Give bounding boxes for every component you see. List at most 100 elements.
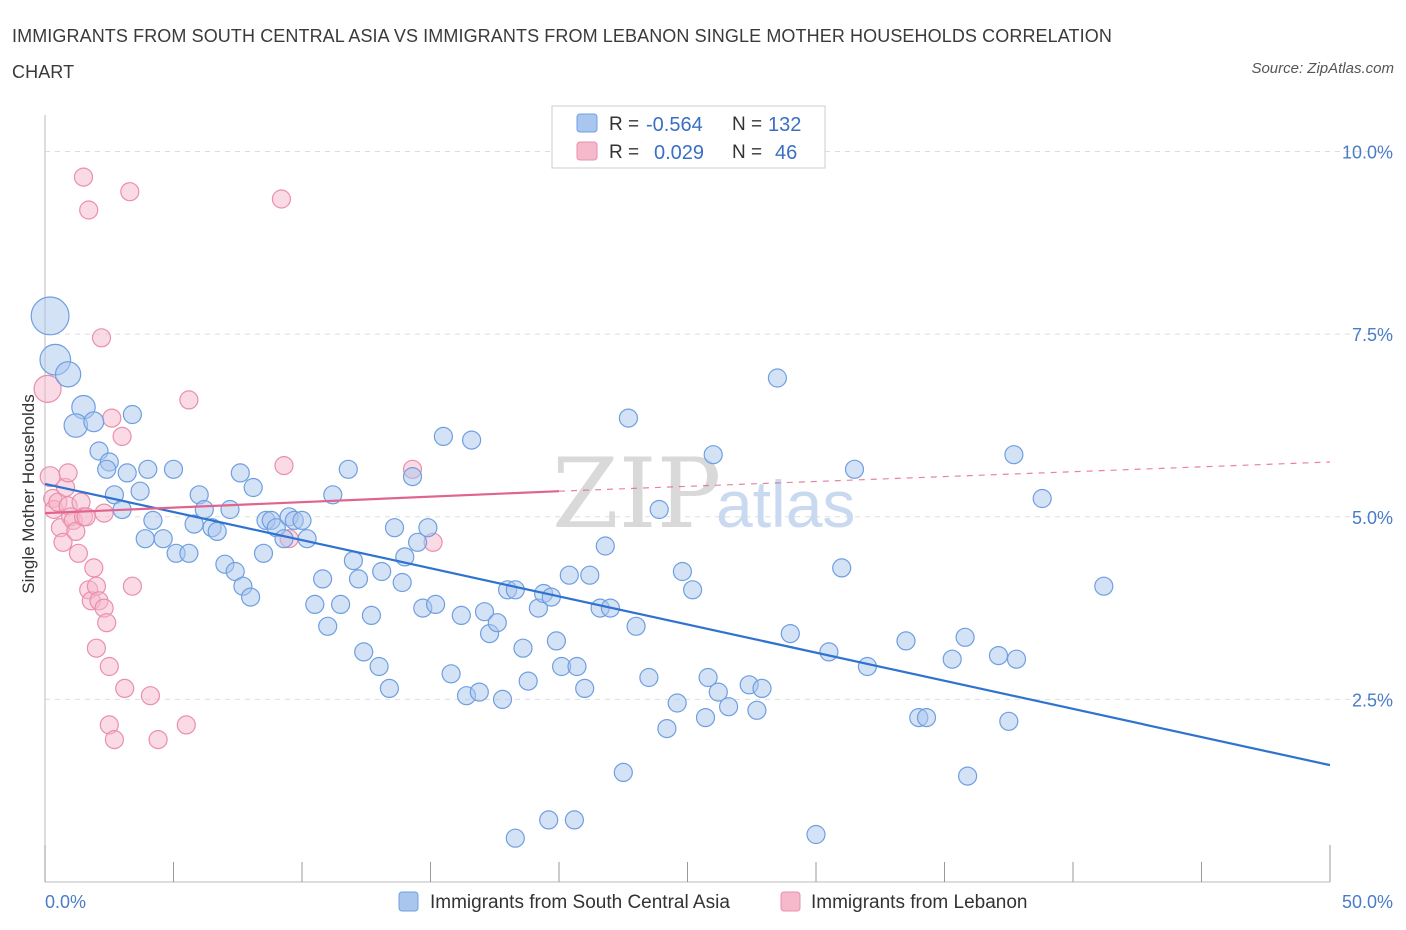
south-central-asia-point-111 xyxy=(832,558,852,578)
legend-r-label-1: R = xyxy=(609,114,639,135)
south-central-asia-point-114 xyxy=(896,631,916,651)
south-central-asia-point-108 xyxy=(780,623,800,644)
south-central-asia-point-102 xyxy=(708,682,728,702)
watermark-zip: ZIP xyxy=(552,438,721,550)
south-central-asia-point-59 xyxy=(408,532,428,552)
south-central-asia-point-106 xyxy=(752,678,772,699)
legend-n-value-1: 132 xyxy=(768,114,801,136)
stats-legend: R = -0.564 N = 132 R = 0.029 N = 46 xyxy=(551,105,826,169)
south-central-asia-point-52 xyxy=(369,656,389,677)
south-central-asia-point-80 xyxy=(546,631,567,651)
legend-n-label-2: N = xyxy=(732,142,762,163)
south-central-asia-point-0 xyxy=(30,296,70,336)
lebanon-point-32 xyxy=(104,729,125,750)
series-legend-label-pink: Immigrants from Lebanon xyxy=(811,892,1028,913)
lebanon-point-28 xyxy=(91,328,112,348)
south-central-asia-point-12 xyxy=(163,459,184,479)
south-central-asia-point-87 xyxy=(595,536,615,556)
south-central-asia-point-18 xyxy=(153,529,173,549)
south-central-asia-point-95 xyxy=(657,718,677,739)
series-legend-swatch-blue xyxy=(398,891,419,912)
south-central-asia-point-64 xyxy=(441,664,461,684)
south-central-asia-point-54 xyxy=(379,678,399,699)
series-legend: Immigrants from South Central Asia Immig… xyxy=(398,891,1028,913)
south-central-asia-point-98 xyxy=(682,580,703,600)
south-central-asia-point-118 xyxy=(955,627,975,647)
legend-n-label-1: N = xyxy=(732,114,762,135)
south-central-asia-point-6 xyxy=(122,404,142,425)
south-central-asia-point-103 xyxy=(718,697,739,717)
x-tick-label-max: 50.0% xyxy=(1342,892,1393,912)
legend-r-value-1: -0.564 xyxy=(646,114,703,136)
south-central-asia-point-17 xyxy=(135,529,155,549)
lebanon-point-38 xyxy=(148,729,168,750)
south-central-asia-point-122 xyxy=(1004,445,1024,465)
series-legend-swatch-pink xyxy=(780,891,801,912)
lebanon-point-40 xyxy=(179,390,199,410)
south-central-asia-point-69 xyxy=(474,602,495,622)
series-legend-label-blue: Immigrants from South Central Asia xyxy=(430,892,730,913)
south-central-asia-point-125 xyxy=(1094,576,1114,596)
south-central-asia-point-127 xyxy=(539,810,559,830)
south-central-asia-point-94 xyxy=(649,499,669,520)
south-central-asia-point-90 xyxy=(613,762,633,783)
south-central-asia-point-25 xyxy=(207,521,227,542)
south-central-asia-point-10 xyxy=(117,463,137,483)
south-central-asia-point-68 xyxy=(469,682,489,702)
south-central-asia-point-45 xyxy=(323,485,343,505)
lebanon-point-36 xyxy=(122,576,142,596)
south-central-asia-point-126 xyxy=(505,828,525,848)
lebanon-point-12 xyxy=(68,543,89,563)
lebanon-point-25 xyxy=(73,167,94,187)
lebanon-point-35 xyxy=(120,182,140,202)
south-central-asia-point-85 xyxy=(580,565,600,585)
lebanon-point-41 xyxy=(271,189,291,209)
south-central-asia-point-117 xyxy=(942,649,962,669)
south-central-asia-point-74 xyxy=(505,580,525,600)
lebanon-point-27 xyxy=(86,638,107,658)
tick-labels: 2.5% 5.0% 7.5% 10.0% 0.0% 50.0% xyxy=(45,143,1393,912)
lebanon-point-24 xyxy=(99,656,119,677)
south-central-asia-point-101 xyxy=(703,445,723,465)
lebanon-point-34 xyxy=(115,678,135,699)
south-central-asia-point-107 xyxy=(767,368,788,388)
legend-swatch-blue xyxy=(576,113,598,133)
lebanon-point-6 xyxy=(53,532,73,552)
x-tick-label-min: 0.0% xyxy=(45,892,86,912)
y-axis-title: Single Mother Households xyxy=(19,394,38,593)
lebanon-point-19 xyxy=(84,558,104,578)
trend-line-lebanon xyxy=(44,490,560,515)
south-central-asia-point-61 xyxy=(418,518,438,538)
south-central-asia-point-28 xyxy=(243,477,263,498)
south-central-asia-point-32 xyxy=(241,587,261,607)
south-central-asia-point-76 xyxy=(518,671,538,691)
lebanon-point-39 xyxy=(176,715,196,735)
lebanon-point-26 xyxy=(79,200,99,220)
south-central-asia-point-51 xyxy=(361,605,381,626)
chart-title: IMMIGRANTS FROM SOUTH CENTRAL ASIA VS IM… xyxy=(12,26,1112,82)
watermark-atlas: atlas xyxy=(716,467,855,541)
south-central-asia-point-42 xyxy=(305,594,325,615)
south-central-asia-point-63 xyxy=(433,426,453,446)
south-central-asia-point-9 xyxy=(97,459,117,479)
south-central-asia-point-14 xyxy=(130,481,150,501)
south-central-asia-point-72 xyxy=(492,689,513,710)
chart-source: Source: ZipAtlas.com xyxy=(1251,60,1394,77)
gridlines xyxy=(45,151,1392,700)
south-central-asia-point-16 xyxy=(143,510,163,531)
y-tick-label-1: 5.0% xyxy=(1352,508,1393,528)
south-central-asia-point-75 xyxy=(513,638,533,658)
legend-r-label-2: R = xyxy=(609,142,639,163)
south-central-asia-point-123 xyxy=(1006,649,1027,669)
south-central-asia-point-11 xyxy=(138,459,158,479)
trend-lines xyxy=(44,461,1331,767)
south-central-asia-point-124 xyxy=(1032,488,1052,509)
south-central-asia-point-109 xyxy=(806,824,826,845)
south-central-asia-point-86 xyxy=(564,810,585,830)
trend-line-lebanon-extension xyxy=(558,461,1331,492)
south-central-asia-point-56 xyxy=(392,572,412,593)
south-central-asia-point-46 xyxy=(331,594,351,615)
south-central-asia-point-40 xyxy=(292,510,312,531)
south-central-asia-point-55 xyxy=(384,518,405,538)
lebanon-point-29 xyxy=(94,503,114,523)
